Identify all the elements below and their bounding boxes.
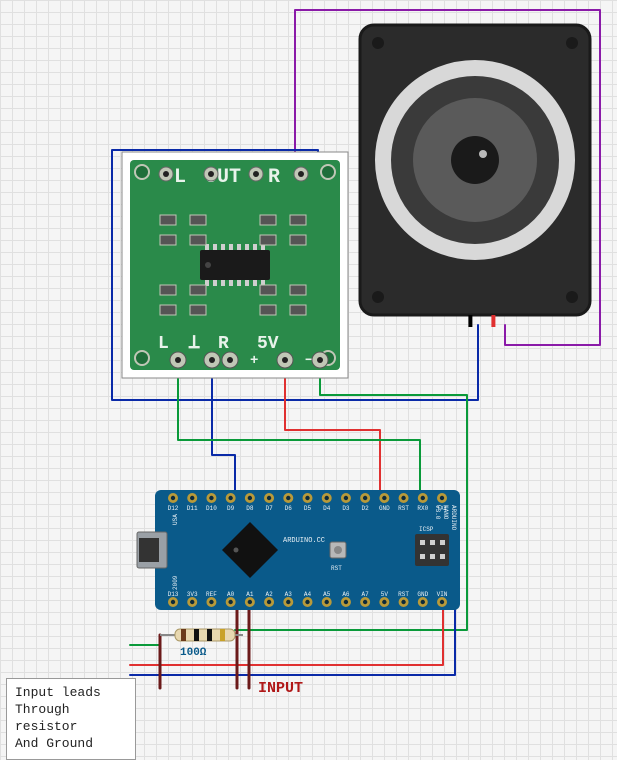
svg-text:D10: D10 [206, 505, 217, 512]
input-label: INPUT [258, 680, 303, 697]
svg-text:D11: D11 [187, 505, 198, 512]
info-line-3: And Ground [15, 736, 127, 753]
svg-text:L: L [174, 166, 186, 189]
svg-text:VIN: VIN [437, 591, 448, 598]
svg-text:GND: GND [417, 591, 428, 598]
svg-text:3V3: 3V3 [187, 591, 198, 598]
svg-text:2009: 2009 [172, 575, 179, 590]
svg-text:D4: D4 [323, 505, 331, 512]
svg-text:A3: A3 [285, 591, 293, 598]
svg-text:D8: D8 [246, 505, 254, 512]
svg-text:D7: D7 [265, 505, 273, 512]
svg-text:RST: RST [398, 591, 409, 598]
svg-text:D5: D5 [304, 505, 312, 512]
svg-text:ARDUINO.CC: ARDUINO.CC [283, 537, 325, 545]
info-line-1: Input leads [15, 685, 127, 702]
info-line-2: Through resistor [15, 702, 127, 736]
svg-text:ICSP: ICSP [419, 526, 434, 533]
arduino-nano: RSTICSPARDUINO.CCUSA2009ARDUINONANOV3.0D… [137, 490, 460, 610]
svg-text:ARDUINO: ARDUINO [450, 505, 457, 531]
svg-text:R: R [268, 166, 280, 189]
svg-text:5V: 5V [381, 591, 389, 598]
svg-text:D2: D2 [362, 505, 370, 512]
svg-text:D12: D12 [168, 505, 179, 512]
svg-text:A7: A7 [362, 591, 370, 598]
svg-text:D3: D3 [342, 505, 350, 512]
svg-text:D6: D6 [285, 505, 293, 512]
info-box: Input leads Through resistor And Ground [6, 678, 136, 760]
svg-text:RST: RST [331, 565, 342, 572]
resistor: 100Ω [160, 629, 243, 659]
svg-text:TX1: TX1 [437, 505, 448, 512]
svg-text:5V: 5V [257, 334, 279, 354]
svg-text:A5: A5 [323, 591, 331, 598]
svg-text:A1: A1 [246, 591, 254, 598]
svg-text:USA: USA [172, 514, 179, 525]
svg-text:REF: REF [206, 591, 217, 598]
svg-text:⊥: ⊥ [188, 332, 200, 355]
svg-text:D13: D13 [168, 591, 179, 598]
svg-text:RX0: RX0 [417, 505, 428, 512]
speaker [360, 25, 590, 327]
svg-text:D9: D9 [227, 505, 235, 512]
svg-text:A6: A6 [342, 591, 350, 598]
svg-text:A0: A0 [227, 591, 235, 598]
svg-text:A4: A4 [304, 591, 312, 598]
svg-text:A2: A2 [265, 591, 273, 598]
svg-text:GND: GND [379, 505, 390, 512]
svg-text:100Ω: 100Ω [180, 647, 207, 659]
amp-board: LOUTRL⊥R5V+− [122, 152, 348, 378]
svg-text:RST: RST [398, 505, 409, 512]
svg-text:+: + [250, 353, 258, 369]
wire-2 [212, 358, 235, 495]
wiring-diagram: LOUTRL⊥R5V+−RSTICSPARDUINO.CCUSA2009ARDU… [0, 0, 617, 740]
svg-text:R: R [218, 334, 229, 354]
svg-text:L: L [158, 334, 169, 354]
